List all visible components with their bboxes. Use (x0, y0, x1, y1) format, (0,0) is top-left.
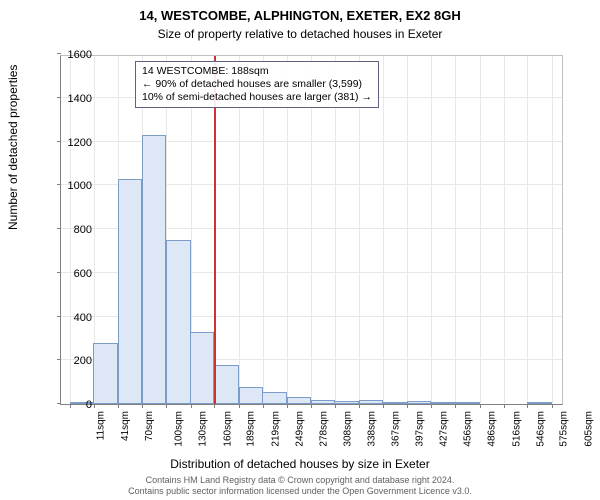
xtick-label: 100sqm (174, 411, 185, 447)
histogram-bar (142, 135, 166, 404)
gridline-v (480, 56, 481, 404)
xtick-label: 427sqm (439, 411, 450, 447)
xtick-label: 278sqm (318, 411, 329, 447)
xtick-mark (214, 404, 215, 408)
gridline-v (383, 56, 384, 404)
histogram-bar (527, 402, 551, 404)
gridline-v (455, 56, 456, 404)
xtick-label: 219sqm (270, 411, 281, 447)
xtick-mark (191, 404, 192, 408)
xtick-label: 367sqm (390, 411, 401, 447)
histogram-bar (93, 343, 117, 404)
xtick-mark (455, 404, 456, 408)
ytick-label: 1600 (52, 49, 92, 61)
xtick-mark (311, 404, 312, 408)
histogram-bar (118, 179, 142, 404)
histogram-bar (262, 392, 286, 404)
xtick-mark (166, 404, 167, 408)
ytick-label: 200 (52, 355, 92, 367)
xtick-label: 546sqm (536, 411, 547, 447)
xtick-mark (359, 404, 360, 408)
xtick-label: 11sqm (95, 411, 106, 440)
ytick-label: 600 (52, 268, 92, 280)
gridline-v (552, 56, 553, 404)
xtick-mark (383, 404, 384, 408)
gridline-v (407, 56, 408, 404)
xtick-mark (431, 404, 432, 408)
ytick-label: 800 (52, 224, 92, 236)
ytick-label: 0 (52, 399, 92, 411)
ytick-label: 1000 (52, 180, 92, 192)
xtick-label: 397sqm (415, 411, 426, 447)
annotation-line2: ← 90% of detached houses are smaller (3,… (142, 78, 372, 91)
xtick-label: 605sqm (583, 411, 594, 447)
annotation-line1: 14 WESTCOMBE: 188sqm (142, 65, 372, 78)
histogram-bar (311, 400, 335, 404)
credit-line1: Contains HM Land Registry data © Crown c… (0, 475, 600, 486)
ytick-label: 1400 (52, 93, 92, 105)
annotation-line3: 10% of semi-detached houses are larger (… (142, 91, 372, 104)
plot-area: 14 WESTCOMBE: 188sqm ← 90% of detached h… (60, 55, 563, 405)
xtick-mark (94, 404, 95, 408)
xtick-mark (239, 404, 240, 408)
gridline-v (527, 56, 528, 404)
xtick-mark (407, 404, 408, 408)
chart-container: 14, WESTCOMBE, ALPHINGTON, EXETER, EX2 8… (0, 0, 600, 500)
xtick-label: 338sqm (367, 411, 378, 447)
histogram-bar (383, 402, 407, 404)
xtick-mark (504, 404, 505, 408)
histogram-bar (239, 387, 263, 405)
xtick-mark (287, 404, 288, 408)
histogram-bar (431, 402, 455, 404)
xtick-label: 41sqm (120, 411, 131, 441)
histogram-bar (287, 397, 311, 404)
xtick-label: 575sqm (559, 411, 570, 447)
xtick-label: 189sqm (246, 411, 257, 447)
histogram-bar (359, 400, 383, 404)
histogram-bar (455, 402, 479, 404)
xtick-mark (480, 404, 481, 408)
histogram-bar (407, 401, 431, 404)
histogram-bar (334, 401, 358, 404)
xtick-label: 516sqm (511, 411, 522, 447)
histogram-bar (214, 365, 238, 404)
credit-line2: Contains public sector information licen… (0, 486, 600, 497)
xtick-label: 456sqm (463, 411, 474, 447)
xtick-mark (263, 404, 264, 408)
xtick-label: 308sqm (342, 411, 353, 447)
gridline-v (431, 56, 432, 404)
xtick-mark (527, 404, 528, 408)
ytick-label: 1200 (52, 137, 92, 149)
xtick-mark (118, 404, 119, 408)
y-axis-label: Number of detached properties (6, 65, 20, 230)
credit-text: Contains HM Land Registry data © Crown c… (0, 475, 600, 497)
histogram-bar (166, 240, 190, 404)
xtick-mark (552, 404, 553, 408)
chart-subtitle: Size of property relative to detached ho… (0, 25, 600, 41)
xtick-label: 70sqm (144, 411, 155, 441)
xtick-label: 486sqm (487, 411, 498, 447)
annotation-box: 14 WESTCOMBE: 188sqm ← 90% of detached h… (135, 61, 379, 108)
xtick-label: 160sqm (222, 411, 233, 447)
xtick-label: 249sqm (295, 411, 306, 447)
x-axis-label: Distribution of detached houses by size … (0, 457, 600, 471)
ytick-label: 400 (52, 312, 92, 324)
xtick-mark (142, 404, 143, 408)
gridline-v (504, 56, 505, 404)
chart-title: 14, WESTCOMBE, ALPHINGTON, EXETER, EX2 8… (0, 0, 600, 25)
xtick-label: 130sqm (198, 411, 209, 447)
histogram-bar (190, 332, 214, 404)
xtick-mark (335, 404, 336, 408)
